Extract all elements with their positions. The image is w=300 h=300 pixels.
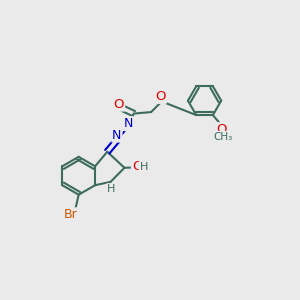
Text: CH₃: CH₃	[213, 132, 232, 142]
Text: H: H	[140, 162, 148, 172]
Text: Br: Br	[64, 208, 77, 221]
Text: N: N	[124, 117, 133, 130]
Text: N: N	[112, 129, 122, 142]
Text: O: O	[216, 123, 227, 136]
Text: O: O	[155, 90, 166, 103]
Text: O: O	[132, 160, 142, 173]
Text: O: O	[114, 98, 124, 111]
Text: H: H	[107, 184, 115, 194]
